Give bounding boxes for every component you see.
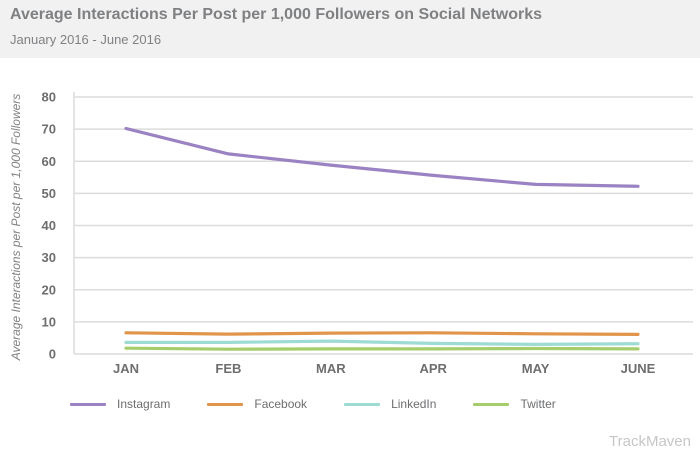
legend-item-linkedin: LinkedIn (344, 397, 436, 411)
x-tick-label-apr: APR (419, 361, 447, 376)
y-tick-label-0: 0 (49, 347, 56, 362)
y-tick-label-30: 30 (42, 250, 56, 265)
x-tick-label-mar: MAR (316, 361, 346, 376)
series-line-facebook (124, 331, 640, 336)
x-tick-label-may: MAY (522, 361, 550, 376)
chart-title: Average Interactions Per Post per 1,000 … (10, 6, 543, 23)
legend-swatch-instagram (70, 402, 106, 406)
legend-swatch-linkedin (344, 402, 381, 406)
y-tick-label-80: 80 (42, 90, 56, 105)
y-tick-label-70: 70 (42, 122, 56, 137)
x-tick-label-june: JUNE (621, 361, 656, 376)
chart-subtitle: January 2016 - June 2016 (10, 32, 162, 47)
legend-item-facebook: Facebook (207, 397, 307, 411)
series-line-linkedin (124, 339, 640, 346)
legend-label-linkedin: LinkedIn (391, 397, 437, 411)
legend-swatch-twitter (473, 402, 510, 406)
legend-label-facebook: Facebook (254, 397, 308, 411)
trackmaven-watermark: TrackMaven (609, 433, 691, 450)
x-tick-label-feb: FEB (215, 361, 241, 376)
legend-swatch-facebook (207, 402, 244, 406)
chart-legend: Instagram Facebook LinkedIn Twitter (70, 396, 593, 412)
legend-item-twitter: Twitter (473, 397, 556, 411)
series-line-instagram (124, 126, 640, 188)
y-axis-title: Average Interactions per Post per 1,000 … (9, 94, 23, 362)
y-tick-label-60: 60 (42, 154, 56, 169)
x-tick-label-jan: JAN (113, 361, 139, 376)
legend-label-twitter: Twitter (520, 397, 556, 411)
chart-header: Average Interactions Per Post per 1,000 … (0, 0, 700, 58)
y-tick-label-50: 50 (42, 186, 56, 201)
y-tick-label-20: 20 (42, 282, 56, 297)
series-line-twitter (124, 346, 640, 351)
y-tick-label-40: 40 (42, 218, 56, 233)
y-tick-label-10: 10 (42, 314, 56, 329)
legend-item-instagram: Instagram (70, 397, 170, 411)
legend-label-instagram: Instagram (117, 397, 171, 411)
